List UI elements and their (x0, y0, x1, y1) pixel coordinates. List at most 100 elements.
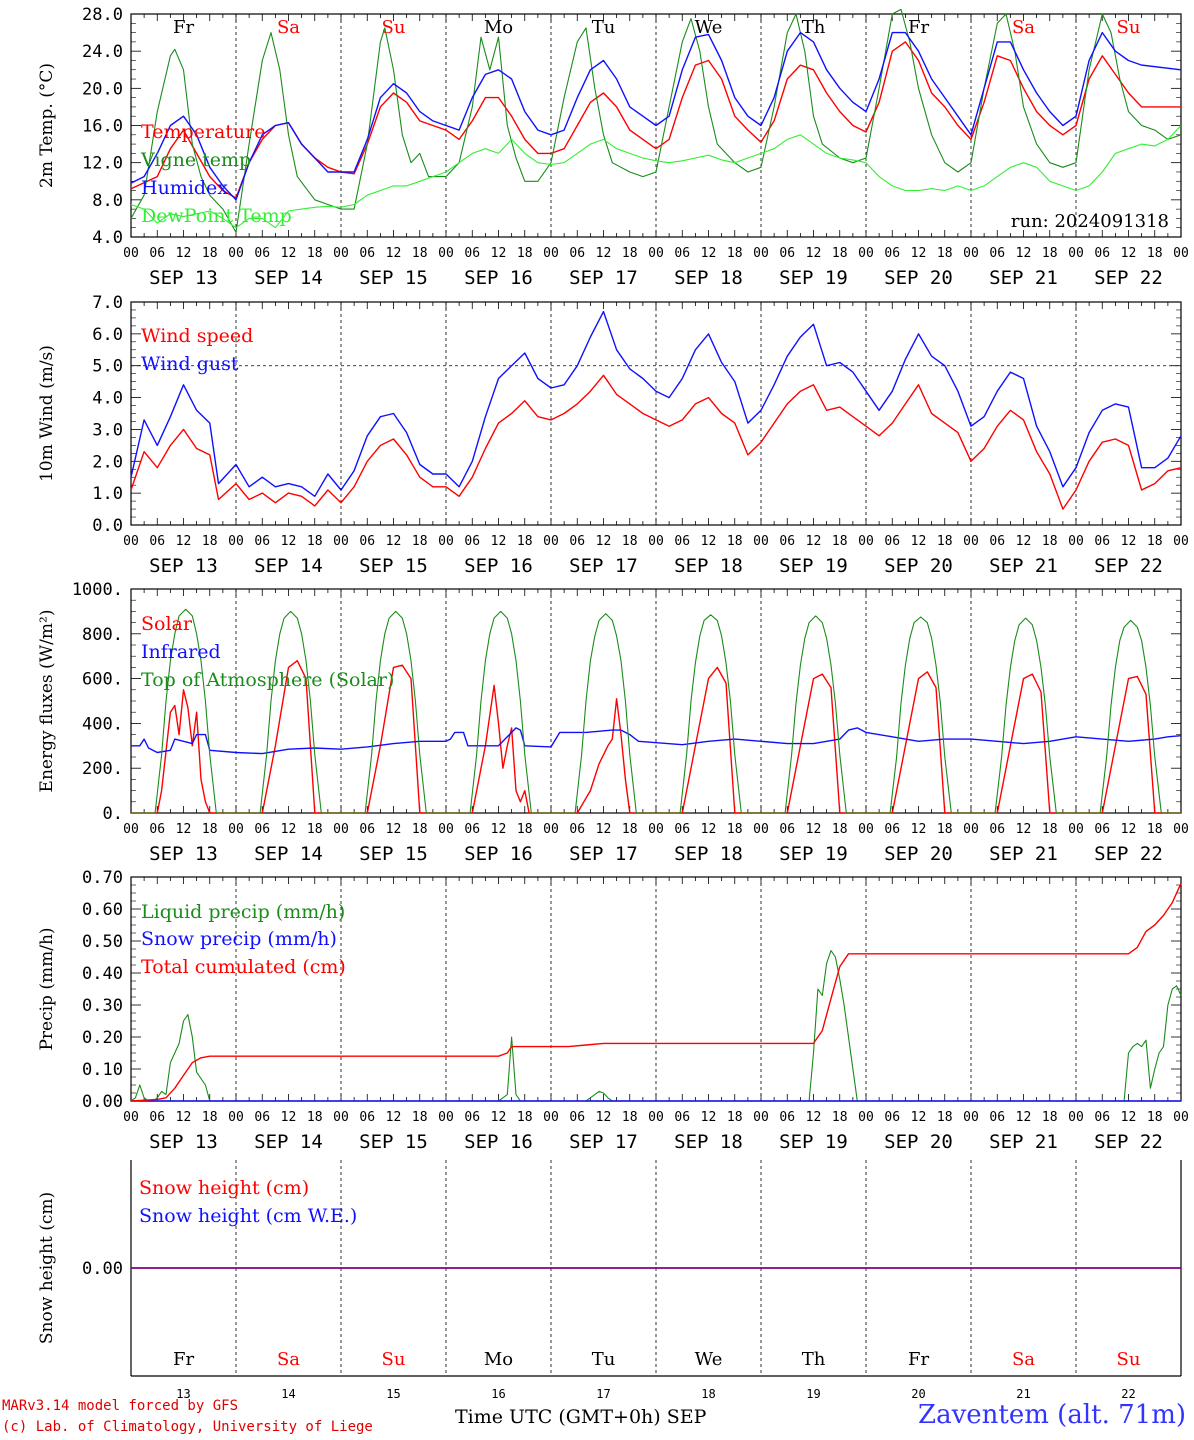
y-axis-label: 10m Wind (m/s) (37, 345, 57, 482)
hour-tick-label: 06 (359, 822, 375, 837)
hour-tick-label: 00 (438, 246, 454, 261)
y-tick-label: 24.0 (82, 42, 123, 62)
hour-tick-label: 18 (517, 534, 533, 549)
hour-tick-label: 18 (1042, 822, 1058, 837)
weekday-label: Su (382, 17, 406, 38)
y-tick-label: 800. (82, 625, 123, 645)
date-label: SEP 13 (149, 555, 218, 577)
hour-tick-label: 18 (727, 1110, 743, 1125)
hour-tick-label: 12 (176, 822, 192, 837)
hour-tick-label: 18 (937, 246, 953, 261)
hour-tick-label: 12 (1121, 534, 1137, 549)
hour-tick-label: 18 (307, 822, 323, 837)
hour-tick-label: 18 (307, 1110, 323, 1125)
hour-tick-label: 06 (569, 822, 585, 837)
day-number-label: 19 (806, 1387, 820, 1401)
hour-tick-label: 18 (622, 246, 638, 261)
day-number-label: 20 (911, 1387, 925, 1401)
date-label: SEP 20 (884, 843, 953, 865)
legend-entry: Snow height (cm) (139, 1177, 309, 1199)
hour-tick-label: 18 (412, 534, 428, 549)
hour-tick-label: 18 (727, 534, 743, 549)
weekday-label: Fr (173, 1349, 194, 1370)
hour-tick-label: 18 (622, 534, 638, 549)
date-label: SEP 16 (464, 555, 533, 577)
weekday-label: Fr (173, 17, 194, 38)
hour-tick-label: 18 (202, 246, 218, 261)
hour-tick-label: 00 (543, 1110, 559, 1125)
date-label: SEP 18 (674, 843, 743, 865)
hour-tick-label: 00 (333, 534, 349, 549)
y-tick-label: 0.20 (82, 1028, 123, 1048)
hour-tick-label: 12 (806, 1110, 822, 1125)
hour-tick-label: 00 (858, 246, 874, 261)
weekday-label: Tu (592, 1349, 616, 1370)
station-name: Zaventem (alt. 71m) (918, 1400, 1186, 1430)
y-axis-label: 2m Temp. (°C) (37, 63, 57, 188)
date-label: SEP 18 (674, 267, 743, 289)
hour-tick-label: 18 (202, 1110, 218, 1125)
y-tick-label: 5.0 (92, 357, 123, 377)
date-label: SEP 16 (464, 843, 533, 865)
hour-tick-label: 12 (281, 1110, 297, 1125)
y-tick-label: 1000. (72, 580, 123, 600)
hour-tick-label: 00 (1173, 822, 1189, 837)
hour-tick-label: 06 (884, 822, 900, 837)
hour-tick-label: 18 (832, 534, 848, 549)
weekday-label: Sa (277, 1349, 300, 1370)
series-line (130, 310, 1182, 497)
hour-tick-label: 00 (1173, 534, 1189, 549)
weekday-label: Th (802, 1349, 826, 1370)
hour-tick-label: 00 (753, 1110, 769, 1125)
series-line (130, 8, 1182, 233)
date-label: SEP 22 (1094, 843, 1163, 865)
legend-entry: Vigne temp (140, 149, 251, 171)
hour-tick-label: 18 (1147, 534, 1163, 549)
hour-tick-label: 18 (937, 534, 953, 549)
hour-tick-label: 12 (911, 534, 927, 549)
hour-tick-label: 06 (989, 534, 1005, 549)
hour-tick-label: 18 (307, 534, 323, 549)
legend-entry: DewPoint Temp (141, 205, 292, 227)
hour-tick-label: 06 (149, 822, 165, 837)
date-label: SEP 14 (254, 843, 323, 865)
hour-tick-label: 18 (202, 534, 218, 549)
series-line (130, 31, 1182, 201)
legend-entry: Wind speed (141, 325, 253, 347)
weekday-label: Fr (908, 1349, 929, 1370)
hour-tick-label: 00 (648, 1110, 664, 1125)
series-line (130, 950, 1182, 1102)
hour-tick-label: 12 (911, 822, 927, 837)
hour-tick-label: 06 (884, 1110, 900, 1125)
hour-tick-label: 12 (596, 1110, 612, 1125)
hour-tick-label: 00 (858, 534, 874, 549)
date-label: SEP 15 (359, 555, 428, 577)
hour-tick-label: 12 (701, 1110, 717, 1125)
date-label: SEP 19 (779, 555, 848, 577)
hour-tick-label: 00 (228, 246, 244, 261)
hour-tick-label: 00 (648, 534, 664, 549)
hour-tick-label: 00 (438, 1110, 454, 1125)
hour-tick-label: 06 (1094, 534, 1110, 549)
hour-tick-label: 18 (202, 822, 218, 837)
day-number-label: 15 (386, 1387, 400, 1401)
hour-tick-label: 00 (543, 822, 559, 837)
hour-tick-label: 12 (1121, 1110, 1137, 1125)
date-label: SEP 15 (359, 843, 428, 865)
hour-tick-label: 00 (228, 1110, 244, 1125)
y-tick-label: 16.0 (82, 117, 123, 137)
weekday-label: Mo (484, 1349, 513, 1370)
hour-tick-label: 00 (1068, 822, 1084, 837)
hour-tick-label: 18 (832, 246, 848, 261)
hour-tick-label: 12 (701, 534, 717, 549)
hour-tick-label: 12 (701, 246, 717, 261)
date-label: SEP 19 (779, 267, 848, 289)
y-tick-label: 0.30 (82, 996, 123, 1016)
date-label: SEP 22 (1094, 555, 1163, 577)
hour-tick-label: 18 (832, 1110, 848, 1125)
hour-tick-label: 12 (596, 822, 612, 837)
hour-tick-label: 06 (779, 1110, 795, 1125)
lab-credit: (c) Lab. of Climatology, University of L… (2, 1419, 373, 1435)
weekday-label: Su (1117, 1349, 1141, 1370)
date-label: SEP 19 (779, 843, 848, 865)
